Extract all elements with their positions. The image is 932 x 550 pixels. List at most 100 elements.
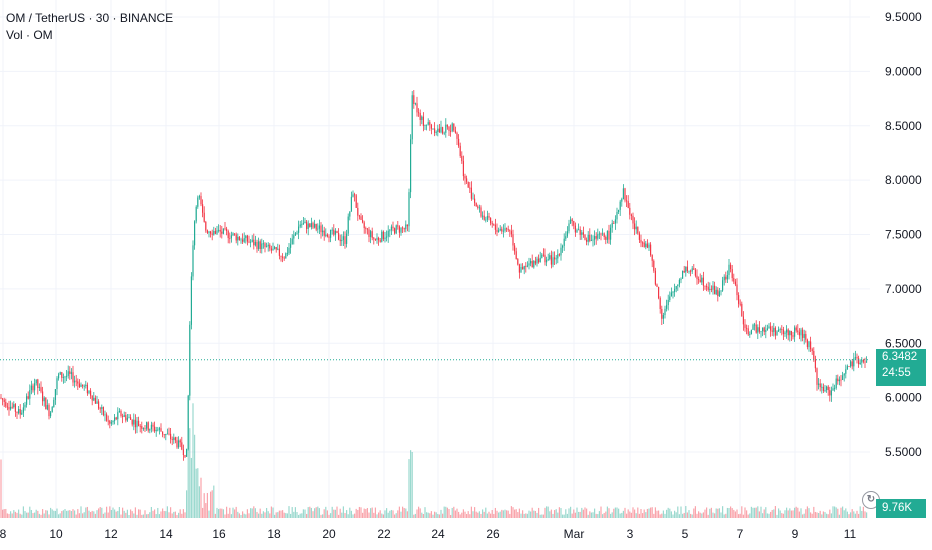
candle-body <box>386 236 388 238</box>
candle-body <box>811 349 813 352</box>
symbol-title[interactable]: OM / TetherUS · 30 · BINANCE <box>6 11 174 25</box>
candle-body <box>421 116 423 120</box>
volume-bar <box>182 509 184 518</box>
candle-body <box>626 200 628 202</box>
candle-body <box>690 270 692 272</box>
volume-bar <box>558 507 560 518</box>
volume-bar <box>357 509 359 518</box>
candle-body <box>861 360 863 363</box>
volume-bar <box>766 513 768 518</box>
candle-body <box>506 228 508 230</box>
volume-bar <box>664 513 666 518</box>
volume-bar <box>122 507 124 518</box>
candle-body <box>616 211 618 220</box>
candle-body <box>250 241 252 243</box>
candle-body <box>222 228 224 234</box>
candle-body <box>344 236 346 244</box>
candle-body <box>162 431 164 435</box>
candle-body <box>338 233 340 240</box>
volume-bar <box>462 509 464 518</box>
volume-bar <box>288 506 290 518</box>
candle-body <box>659 298 661 309</box>
volume-bar <box>264 512 266 518</box>
volume-bar <box>158 514 160 518</box>
candle-body <box>696 275 698 280</box>
volume-bar <box>637 507 639 518</box>
volume-bar <box>555 509 557 518</box>
volume-bar <box>640 509 642 518</box>
volume-legend[interactable]: Vol · OM <box>6 28 53 42</box>
candle-body <box>669 296 671 300</box>
volume-bar <box>394 514 396 518</box>
volume-bar <box>573 509 575 518</box>
candle-body <box>694 269 696 276</box>
candle-body <box>610 227 612 240</box>
volume-bar <box>51 509 53 518</box>
price-tick-label: 7.5000 <box>885 228 922 242</box>
volume-bar <box>819 510 821 518</box>
candle-body <box>790 330 792 336</box>
candle-body <box>46 405 48 410</box>
candle-body <box>830 390 832 396</box>
volume-bar <box>592 512 594 518</box>
volume-bar <box>330 513 332 518</box>
candle-body <box>824 390 826 392</box>
candle-body <box>552 257 554 265</box>
volume-bar <box>26 512 28 518</box>
volume-bar <box>866 512 868 518</box>
candle-body <box>182 449 184 456</box>
candle-body <box>389 230 391 232</box>
candle-body <box>418 112 420 114</box>
candle-body <box>554 257 556 260</box>
volume-bar <box>320 514 322 518</box>
volume-bar <box>8 513 10 518</box>
volume-bar <box>542 514 544 518</box>
volume-bar <box>235 506 237 518</box>
volume-bar <box>66 510 68 518</box>
volume-bar <box>803 513 805 518</box>
volume-bar <box>238 513 240 518</box>
candle-body <box>152 424 154 427</box>
candle-body <box>450 130 452 132</box>
volume-bar <box>789 508 791 518</box>
candle-body <box>411 95 413 140</box>
volume-bar <box>509 513 511 518</box>
candle-body <box>11 406 13 408</box>
volume-bar <box>64 509 66 518</box>
volume-bar <box>530 511 532 518</box>
volume-bar <box>850 512 852 518</box>
volume-bar <box>574 512 576 518</box>
volume-bar <box>427 512 429 518</box>
candle-body <box>430 124 432 129</box>
candle-body <box>253 239 255 246</box>
volume-bar <box>544 507 546 518</box>
volume-bar <box>435 512 437 518</box>
volume-bar <box>482 509 484 518</box>
candle-body <box>67 371 69 376</box>
candle-body <box>166 433 168 435</box>
candle-body <box>602 233 604 235</box>
volume-bar <box>317 506 319 518</box>
candle-body <box>776 331 778 336</box>
candle-body <box>562 245 564 248</box>
candle-body <box>56 378 58 390</box>
candle-body <box>826 386 828 391</box>
candle-body <box>594 236 596 240</box>
volume-bar <box>845 508 847 518</box>
volume-bar <box>186 490 188 518</box>
candle-body <box>224 228 226 230</box>
candle-body <box>786 329 788 333</box>
candle-body <box>856 357 858 359</box>
volume-bar <box>46 510 48 518</box>
volume-bar <box>699 512 701 518</box>
volume-bar <box>790 510 792 518</box>
candle-body <box>619 201 621 210</box>
candle-body <box>357 207 359 216</box>
volume-bar <box>240 514 242 518</box>
volume-bar <box>210 491 212 518</box>
volume-bar <box>232 507 234 518</box>
volume-bar <box>117 510 119 518</box>
candle-body <box>54 389 56 400</box>
candle-body <box>630 214 632 216</box>
